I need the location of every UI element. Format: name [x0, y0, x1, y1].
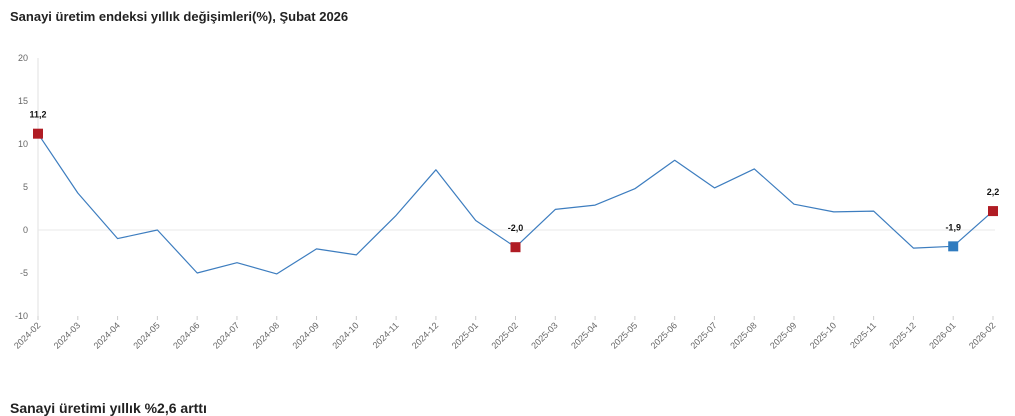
x-tick-label: 2025-09 — [768, 320, 798, 350]
x-tick-label: 2024-09 — [291, 320, 321, 350]
x-tick-label: 2025-10 — [808, 320, 838, 350]
chart-title: Sanayi üretim endeksi yıllık değişimleri… — [10, 9, 349, 24]
markers-layer: 11,2 -2,0 -1,9 2,2 — [29, 110, 999, 253]
x-tick-label: 2026-02 — [967, 320, 997, 350]
x-tick-label: 2024-12 — [410, 320, 440, 350]
x-tick-label: 2024-05 — [131, 320, 161, 350]
data-point-marker[interactable] — [948, 241, 959, 252]
x-tick-labels: 2024-02 2024-03 2024-04 2024-05 2024-06 2024-… — [12, 316, 997, 351]
y-tick-label: -5 — [20, 268, 28, 278]
x-tick-label: 2025-07 — [688, 320, 718, 350]
data-label: -1,9 — [945, 222, 961, 232]
x-tick-label: 2024-08 — [251, 320, 281, 350]
x-tick-label: 2025-06 — [649, 320, 679, 350]
x-tick-label: 2026-01 — [927, 320, 957, 350]
x-tick-label: 2024-10 — [330, 320, 360, 350]
series-layer — [37, 133, 994, 275]
x-tick-label: 2024-02 — [12, 320, 42, 350]
data-label: 11,2 — [29, 110, 46, 120]
x-tick-label: 2024-06 — [171, 320, 201, 350]
x-tick-label: 2025-08 — [728, 320, 758, 350]
y-tick-label: 10 — [18, 139, 28, 149]
y-tick-label: 20 — [18, 53, 28, 63]
x-tick-label: 2024-04 — [92, 320, 122, 350]
y-tick-label: 5 — [23, 182, 28, 192]
x-tick-label: 2025-12 — [887, 320, 917, 350]
data-point-marker[interactable] — [33, 128, 43, 139]
chart-area: -10 -5 0 5 10 15 20 2024-02 2024-03 2024-04 2024-… — [12, 53, 999, 351]
data-point-marker[interactable] — [510, 242, 521, 253]
x-tick-label: 2025-01 — [450, 320, 480, 350]
next-section-heading: Sanayi üretimi yıllık %2,6 arttı — [10, 400, 207, 416]
y-tick-label: -10 — [15, 311, 28, 321]
series-line — [37, 133, 994, 275]
y-tick-label: 0 — [23, 225, 28, 235]
x-tick-label: 2025-05 — [609, 320, 639, 350]
x-tick-label: 2024-11 — [371, 320, 401, 350]
x-tick-label: 2025-02 — [489, 320, 519, 350]
x-tick-label: 2024-07 — [211, 320, 241, 350]
x-tick-label: 2025-04 — [569, 320, 599, 350]
data-point-marker[interactable] — [988, 206, 998, 217]
x-tick-label: 2025-03 — [529, 320, 559, 350]
y-tick-label: 15 — [18, 96, 28, 106]
x-tick-label: 2024-03 — [52, 320, 82, 350]
y-tick-labels: -10 -5 0 5 10 15 20 — [15, 53, 28, 321]
x-tick-label: 2025-11 — [848, 320, 878, 350]
data-label: -2,0 — [508, 223, 524, 233]
data-label: 2,2 — [987, 187, 1000, 197]
